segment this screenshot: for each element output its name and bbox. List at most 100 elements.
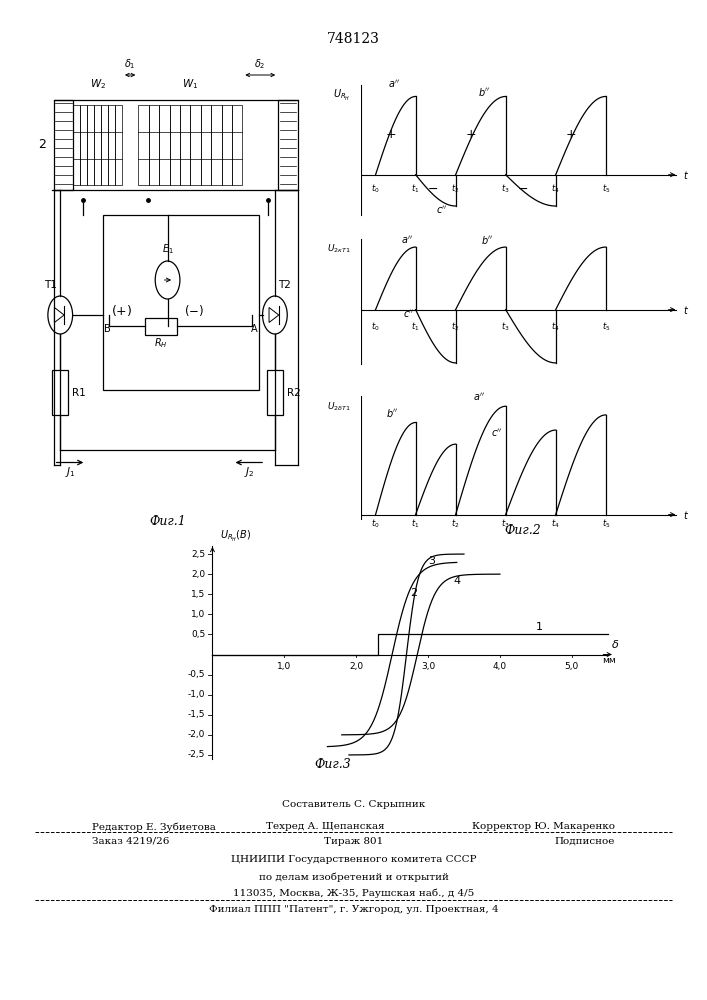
Text: $t_1$: $t_1$ (411, 183, 420, 195)
Bar (211, 105, 221, 185)
Text: мм: мм (602, 656, 616, 665)
Bar (115, 105, 122, 185)
Text: по делам изобретений и открытий: по делам изобретений и открытий (259, 872, 448, 882)
Text: $b^{\prime\prime}$: $b^{\prime\prime}$ (478, 86, 491, 98)
Text: $t_2$: $t_2$ (451, 183, 460, 195)
Text: $t_0$: $t_0$ (371, 183, 380, 195)
Text: ЦНИИПИ Государственного комитета СССР: ЦНИИПИ Государственного комитета СССР (230, 855, 477, 864)
Text: 3: 3 (428, 556, 435, 566)
Text: +: + (566, 128, 576, 141)
Text: 1,0: 1,0 (191, 610, 205, 619)
Text: $t_0$: $t_0$ (371, 518, 380, 530)
Text: $\delta_2$: $\delta_2$ (255, 57, 266, 71)
Text: -2,5: -2,5 (188, 750, 205, 759)
Text: Фиг.1: Фиг.1 (149, 515, 186, 528)
Bar (232, 105, 243, 185)
Text: $(-)$: $(-)$ (184, 303, 204, 318)
Bar (87, 105, 94, 185)
Text: Заказ 4219/26: Заказ 4219/26 (92, 837, 169, 846)
Text: Корректор Ю. Макаренко: Корректор Ю. Макаренко (472, 822, 615, 831)
Text: R1: R1 (72, 387, 86, 397)
Text: $t$: $t$ (683, 509, 689, 521)
Text: $t_5$: $t_5$ (602, 183, 610, 195)
Text: $t_0$: $t_0$ (371, 320, 380, 333)
Bar (54, 100, 74, 190)
Text: $t_4$: $t_4$ (551, 183, 560, 195)
Text: 0,5: 0,5 (191, 630, 205, 639)
Text: $U_{2\delta T1}$: $U_{2\delta T1}$ (327, 401, 351, 413)
Bar (221, 105, 232, 185)
Bar (52, 370, 69, 415)
Bar (101, 105, 108, 185)
Text: 1,0: 1,0 (277, 662, 291, 671)
Text: $c^{\prime\prime}$: $c^{\prime\prime}$ (403, 308, 414, 320)
Text: Тираж 801: Тираж 801 (324, 837, 383, 846)
Text: $\delta_1$: $\delta_1$ (124, 57, 136, 71)
Text: Техред А. Щепанская: Техред А. Щепанская (266, 822, 385, 831)
Bar (80, 105, 87, 185)
Text: $t_4$: $t_4$ (551, 320, 560, 333)
Text: $t_3$: $t_3$ (501, 518, 510, 530)
Text: $W_1$: $W_1$ (182, 78, 199, 91)
Text: R2: R2 (287, 387, 300, 397)
Text: $c^{\prime\prime}$: $c^{\prime\prime}$ (436, 205, 447, 216)
Bar (74, 105, 80, 185)
Text: $t$: $t$ (683, 304, 689, 316)
Text: +: + (385, 128, 396, 141)
Text: $t_3$: $t_3$ (501, 320, 510, 333)
Text: 2,0: 2,0 (191, 570, 205, 579)
Text: $J_1$: $J_1$ (64, 465, 76, 479)
Text: -1,5: -1,5 (188, 710, 205, 719)
Text: 4,0: 4,0 (493, 662, 507, 671)
Text: A: A (250, 324, 257, 334)
Text: $b^{\prime\prime}$: $b^{\prime\prime}$ (481, 234, 493, 246)
Text: 4: 4 (453, 576, 460, 586)
Text: Фиг.2: Фиг.2 (505, 524, 542, 537)
Text: $t_1$: $t_1$ (411, 518, 420, 530)
Text: $U_{2\kappa T1}$: $U_{2\kappa T1}$ (327, 242, 351, 255)
Bar (190, 105, 201, 185)
Bar (108, 105, 115, 185)
Text: 1,5: 1,5 (191, 590, 205, 599)
Bar (267, 370, 283, 415)
Text: $W_2$: $W_2$ (90, 78, 105, 91)
Text: 5,0: 5,0 (565, 662, 579, 671)
Bar (145, 318, 177, 335)
Text: $c^{\prime\prime}$: $c^{\prime\prime}$ (491, 427, 502, 439)
Text: -1,0: -1,0 (188, 690, 205, 699)
Text: $t_2$: $t_2$ (451, 320, 460, 333)
Text: Составитель С. Скрыпник: Составитель С. Скрыпник (282, 800, 425, 809)
Text: −: − (428, 183, 438, 196)
Text: 2,0: 2,0 (349, 662, 363, 671)
Text: Филиал ППП "Патент", г. Ужгород, ул. Проектная, 4: Филиал ППП "Патент", г. Ужгород, ул. Про… (209, 905, 498, 914)
Text: +: + (465, 128, 476, 141)
Text: Фиг.3: Фиг.3 (314, 758, 351, 771)
Text: −: − (518, 183, 528, 196)
Bar (170, 105, 180, 185)
Bar (278, 100, 298, 190)
Text: $a^{\prime\prime}$: $a^{\prime\prime}$ (473, 391, 485, 403)
Text: $U_{R_H}$: $U_{R_H}$ (333, 88, 351, 103)
Text: T2: T2 (278, 279, 291, 290)
Text: Редактор Е. Зубиетова: Редактор Е. Зубиетова (92, 822, 216, 832)
Text: 2,5: 2,5 (191, 550, 205, 559)
Text: $t_5$: $t_5$ (602, 518, 610, 530)
Text: $t$: $t$ (683, 169, 689, 181)
Text: -2,0: -2,0 (188, 730, 205, 739)
Text: T1: T1 (44, 279, 57, 290)
Text: $b^{\prime\prime}$: $b^{\prime\prime}$ (385, 407, 398, 419)
Text: $t_4$: $t_4$ (551, 518, 560, 530)
Text: $t_2$: $t_2$ (451, 518, 460, 530)
Bar (139, 105, 148, 185)
Text: 3,0: 3,0 (421, 662, 435, 671)
Text: 2: 2 (37, 138, 45, 151)
Text: $J_2$: $J_2$ (243, 465, 255, 479)
Text: B: B (104, 324, 111, 334)
Text: 748123: 748123 (327, 32, 380, 46)
Text: 113035, Москва, Ж-35, Раушская наб., д 4/5: 113035, Москва, Ж-35, Раушская наб., д 4… (233, 889, 474, 898)
Text: $t_5$: $t_5$ (602, 320, 610, 333)
Text: $R_H$: $R_H$ (154, 336, 168, 350)
Text: 1: 1 (536, 622, 543, 632)
Bar (103, 215, 259, 390)
Text: $E_1$: $E_1$ (162, 242, 173, 256)
